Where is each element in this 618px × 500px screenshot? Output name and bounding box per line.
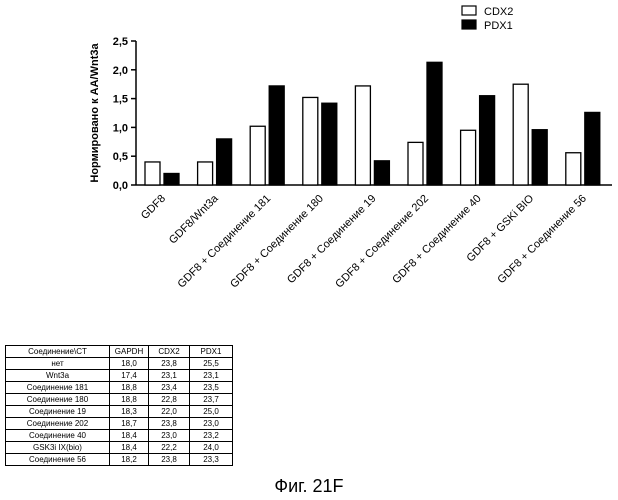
- table-row: GSK3i IX(bio)18,422,224,0: [6, 442, 233, 454]
- x-tick-label: GDF8: [139, 193, 168, 222]
- bar-cdx2-9: [566, 153, 581, 185]
- table-cell: Соединение 19: [6, 406, 110, 418]
- bar-cdx2-6: [408, 142, 423, 185]
- table-header-cell: CDX2: [149, 346, 190, 358]
- table-cell: 18,4: [110, 442, 149, 454]
- y-tick-label: 1,5: [113, 94, 128, 106]
- table-cell: Соединение 181: [6, 382, 110, 394]
- legend-swatch-cdx2: [462, 6, 476, 15]
- table-cell: 25,5: [190, 358, 233, 370]
- y-axis-label: Нормировано к AA/Wnt3a: [89, 43, 101, 183]
- table-header-cell: Соединение\CT: [6, 346, 110, 358]
- table-cell: 23,5: [190, 382, 233, 394]
- x-tick-label: GDF8 + Соединение 181: [176, 193, 274, 291]
- bar-pdx1-9: [585, 112, 600, 185]
- table-cell: 18,3: [110, 406, 149, 418]
- legend: CDX2 PDX1: [462, 6, 513, 32]
- table-cell: 23,1: [190, 370, 233, 382]
- plot-area: 0,0 0,5 1,0 1,5 2,0 2,5 Нормировано к AA/Wnt3a…: [89, 36, 612, 290]
- table-row: Соединение 18018,822,823,7: [6, 394, 233, 406]
- y-tick-label: 2,5: [113, 36, 128, 48]
- legend-swatch-pdx1: [462, 20, 476, 29]
- table-cell: 23,8: [149, 418, 190, 430]
- table-row: Соединение 4018,423,023,2: [6, 430, 233, 442]
- bar-pdx1-3: [269, 86, 284, 185]
- table-cell: 23,3: [190, 454, 233, 466]
- table-row: Wnt3a17,423,123,1: [6, 370, 233, 382]
- legend-label-pdx1: PDX1: [484, 20, 513, 32]
- table-cell: 23,8: [149, 358, 190, 370]
- ct-values-table: Соединение\CTGAPDHCDX2PDX1 нет18,023,825…: [5, 345, 233, 466]
- table-cell: 25,0: [190, 406, 233, 418]
- table-cell: 23,0: [149, 430, 190, 442]
- table-cell: 23,8: [149, 454, 190, 466]
- bar-pdx1-8: [532, 130, 547, 185]
- table-cell: 18,4: [110, 430, 149, 442]
- bar-pdx1-1: [164, 173, 179, 185]
- bar-pdx1-7: [480, 96, 495, 185]
- table-cell: Соединение 40: [6, 430, 110, 442]
- table-cell: Соединение 180: [6, 394, 110, 406]
- y-tick-label: 2,0: [113, 65, 128, 77]
- table-header-cell: PDX1: [190, 346, 233, 358]
- table-cell: 23,7: [190, 394, 233, 406]
- bar-cdx2-5: [355, 86, 370, 185]
- x-tick-label: GDF8 + Соединение 19: [285, 193, 378, 286]
- x-tick-label: GDF8/Wnt3a: [167, 192, 221, 246]
- table-cell: 17,4: [110, 370, 149, 382]
- bar-cdx2-1: [145, 162, 160, 185]
- bar-cdx2-7: [461, 130, 476, 185]
- legend-label-cdx2: CDX2: [484, 6, 513, 18]
- table-cell: 22,0: [149, 406, 190, 418]
- table-cell: 23,4: [149, 382, 190, 394]
- x-tick-label: GDF8 + Соединение 202: [333, 193, 431, 291]
- y-tick-label: 1,0: [113, 122, 128, 134]
- y-tick-label: 0,0: [113, 180, 128, 192]
- table-body: нет18,023,825,5Wnt3a17,423,123,1Соединен…: [6, 358, 233, 466]
- bar-pdx1-5: [374, 161, 389, 185]
- y-tick-label: 0,5: [113, 151, 128, 163]
- bar-pdx1-2: [217, 139, 232, 185]
- bar-cdx2-4: [303, 97, 318, 185]
- table-cell: GSK3i IX(bio): [6, 442, 110, 454]
- table-row: Соединение 5618,223,823,3: [6, 454, 233, 466]
- table-cell: 24,0: [190, 442, 233, 454]
- table-cell: 22,8: [149, 394, 190, 406]
- bar-chart: CDX2 PDX1 0,0 0,5 1,0 1,5 2,0 2,5 Нормировано к…: [0, 0, 618, 340]
- table-cell: 18,7: [110, 418, 149, 430]
- table-cell: 18,8: [110, 394, 149, 406]
- table-row: Соединение 20218,723,823,0: [6, 418, 233, 430]
- table-row: Соединение 18118,823,423,5: [6, 382, 233, 394]
- figure-caption: Фиг. 21F: [0, 476, 618, 497]
- bar-pdx1-4: [322, 103, 337, 185]
- x-tick-label: GDF8 + Соединение 56: [495, 193, 588, 286]
- table-cell: 18,0: [110, 358, 149, 370]
- table-cell: Wnt3a: [6, 370, 110, 382]
- x-tick-label: GDF8 + Соединение 180: [228, 193, 326, 291]
- table-cell: 23,2: [190, 430, 233, 442]
- table-cell: нет: [6, 358, 110, 370]
- table-cell: 23,1: [149, 370, 190, 382]
- table-cell: 18,2: [110, 454, 149, 466]
- bar-cdx2-2: [198, 162, 213, 185]
- table-cell: 23,0: [190, 418, 233, 430]
- table-cell: 18,8: [110, 382, 149, 394]
- table-cell: Соединение 56: [6, 454, 110, 466]
- table-header-cell: GAPDH: [110, 346, 149, 358]
- table-row: нет18,023,825,5: [6, 358, 233, 370]
- x-tick-label: GDF8 + Соединение 40: [390, 193, 483, 286]
- bar-cdx2-3: [250, 126, 265, 185]
- table-cell: 22,2: [149, 442, 190, 454]
- bar-cdx2-8: [513, 84, 528, 185]
- table-cell: Соединение 202: [6, 418, 110, 430]
- table-row: Соединение 1918,322,025,0: [6, 406, 233, 418]
- bar-pdx1-6: [427, 62, 442, 185]
- table-header-row: Соединение\CTGAPDHCDX2PDX1: [6, 346, 233, 358]
